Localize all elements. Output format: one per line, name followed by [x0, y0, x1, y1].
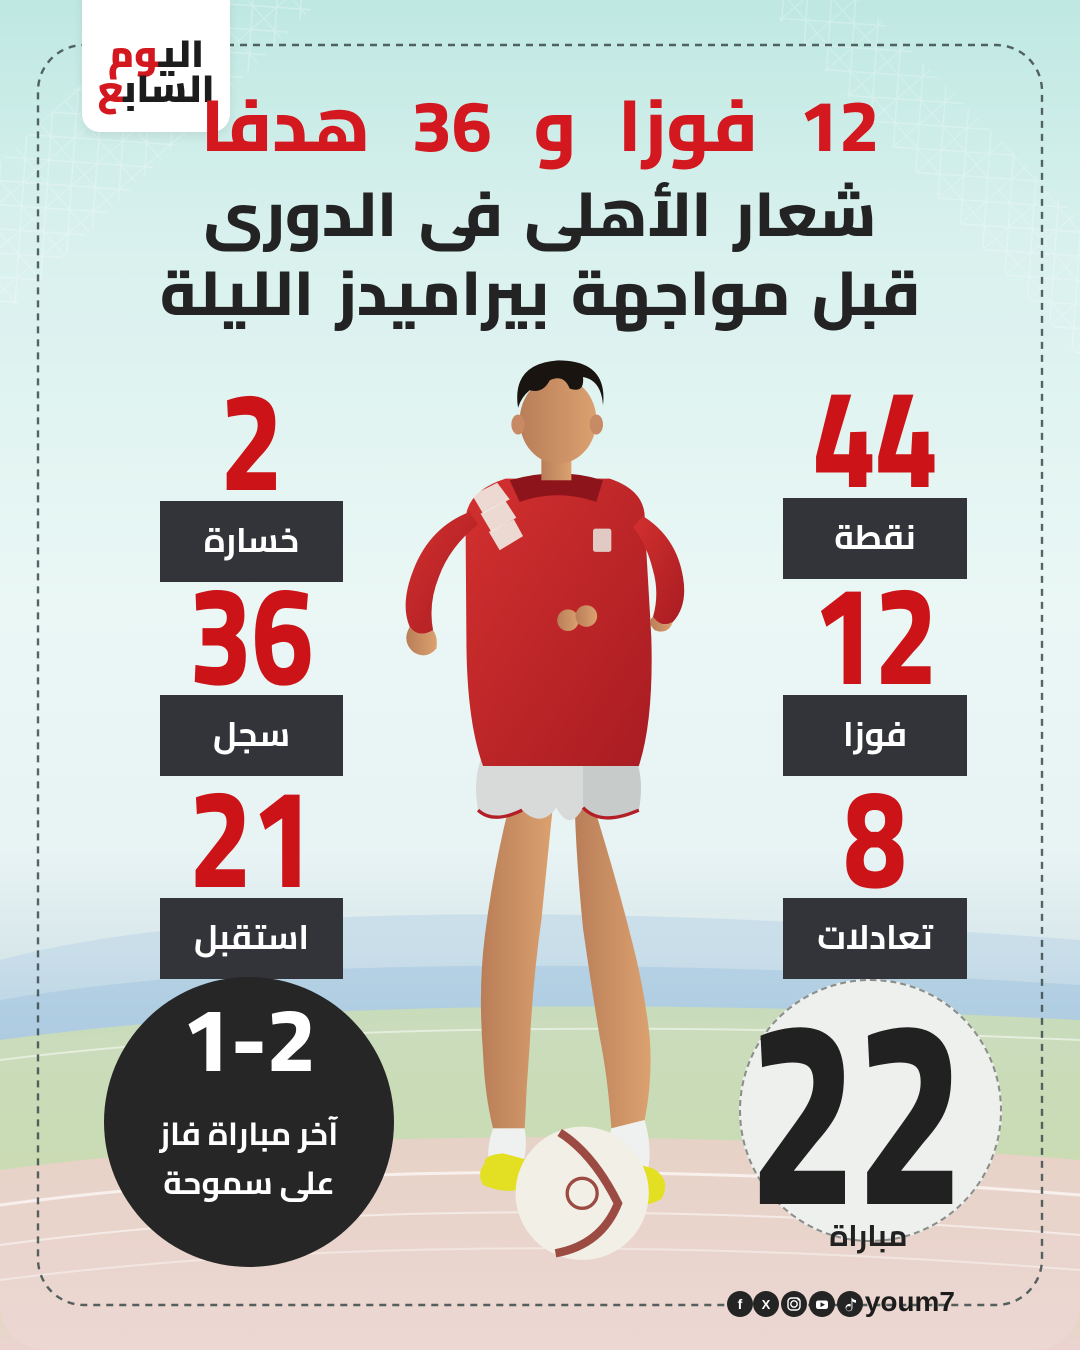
svg-text:X: X — [761, 1297, 770, 1312]
svg-text:f: f — [737, 1296, 742, 1312]
